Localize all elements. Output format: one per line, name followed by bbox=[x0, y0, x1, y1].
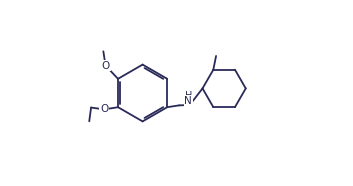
Text: O: O bbox=[101, 61, 110, 71]
Text: H: H bbox=[185, 91, 193, 101]
Text: N: N bbox=[184, 96, 192, 106]
Text: O: O bbox=[100, 104, 108, 114]
